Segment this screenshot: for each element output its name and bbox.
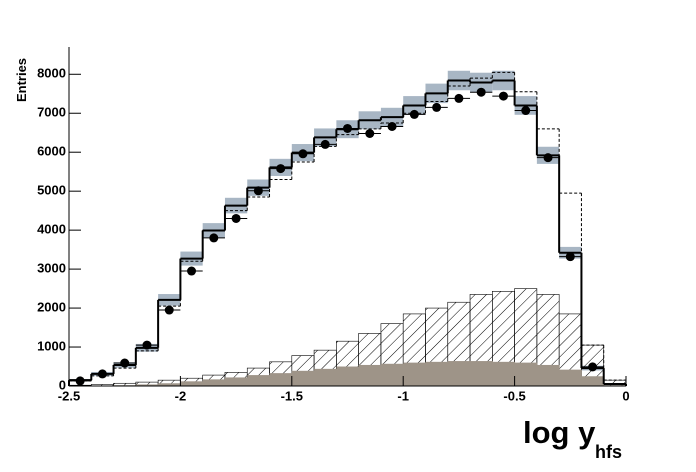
data-point bbox=[543, 153, 553, 163]
x-tick-label: 0 bbox=[622, 388, 629, 403]
filled-bar bbox=[425, 361, 449, 386]
y-tick-label: 1000 bbox=[37, 338, 66, 353]
filled-bar bbox=[536, 364, 560, 386]
y-tick-label: 0 bbox=[59, 377, 66, 392]
filled-bar bbox=[291, 370, 315, 386]
filled-bar bbox=[180, 381, 204, 386]
filled-bar bbox=[358, 364, 382, 386]
data-point bbox=[454, 93, 464, 103]
data-point bbox=[588, 362, 598, 372]
data-point bbox=[365, 129, 375, 139]
filled-bar bbox=[269, 373, 293, 386]
filled-bar bbox=[380, 363, 404, 386]
data-point bbox=[476, 87, 486, 97]
data-point bbox=[409, 109, 419, 119]
data-point bbox=[187, 266, 197, 276]
data-point bbox=[521, 106, 531, 116]
filled-bar bbox=[403, 362, 426, 386]
x-tick-label: -2.5 bbox=[58, 388, 80, 403]
data-point bbox=[75, 376, 85, 386]
data-point bbox=[387, 121, 397, 131]
plot-area: 0 1000 2000 3000 4000 5000 6000 7000 8000 -2.5 -2 -… bbox=[37, 47, 630, 403]
y-tick-label: 6000 bbox=[37, 144, 66, 159]
filled-bar bbox=[514, 362, 538, 386]
data-point bbox=[432, 102, 442, 112]
y-tick-label: 3000 bbox=[37, 261, 66, 276]
filled-bar bbox=[447, 361, 471, 386]
filled-bar bbox=[224, 377, 248, 386]
filled-bar bbox=[158, 383, 181, 386]
data-point bbox=[164, 305, 174, 315]
data-point bbox=[97, 369, 107, 379]
y-axis-label: Entries bbox=[14, 58, 29, 102]
y-tick-label: 2000 bbox=[37, 300, 66, 315]
data-point bbox=[253, 186, 263, 196]
data-point bbox=[565, 252, 575, 262]
filled-bar bbox=[581, 376, 605, 386]
y-tick-label: 4000 bbox=[37, 222, 66, 237]
data-point bbox=[298, 149, 308, 159]
filled-bar bbox=[336, 366, 360, 386]
x-tick-label: -1.5 bbox=[281, 388, 303, 403]
filled-bar bbox=[135, 384, 159, 386]
filled-bar bbox=[470, 361, 493, 386]
x-tick-label: -2 bbox=[175, 388, 187, 403]
y-tick-label: 8000 bbox=[37, 66, 66, 81]
x-tick-label: -0.5 bbox=[503, 388, 525, 403]
y-tick-label: 7000 bbox=[37, 105, 66, 120]
filled-bar bbox=[202, 379, 226, 386]
data-point bbox=[498, 91, 508, 101]
y-tick-label: 5000 bbox=[37, 183, 66, 198]
filled-bar bbox=[559, 369, 582, 386]
x-axis-label: log y bbox=[523, 415, 596, 450]
x-tick-label: -1 bbox=[397, 388, 409, 403]
data-point bbox=[343, 123, 352, 133]
filled-bar bbox=[247, 375, 271, 386]
filled-bar bbox=[492, 361, 516, 386]
filled-bar bbox=[314, 368, 337, 386]
data-point bbox=[120, 358, 130, 368]
data-point bbox=[320, 139, 330, 149]
x-axis-label-subscript: hfs bbox=[595, 442, 622, 462]
data-point bbox=[209, 233, 219, 243]
data-point bbox=[276, 164, 286, 174]
data-point bbox=[231, 213, 241, 223]
data-point bbox=[142, 340, 152, 350]
